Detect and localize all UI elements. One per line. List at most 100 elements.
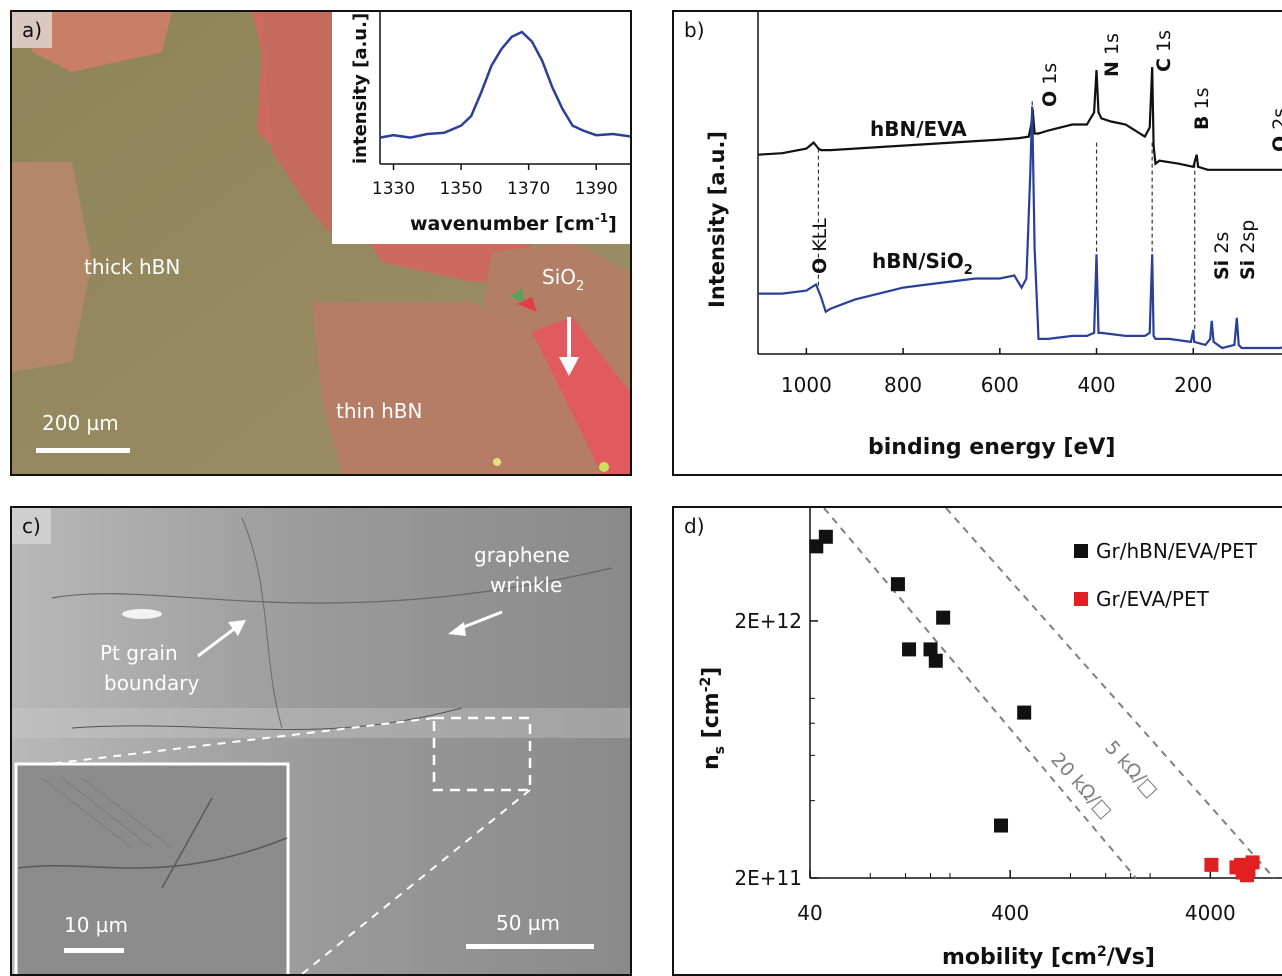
wrinkle-arrow-head (448, 622, 466, 636)
thin-hbn-label: thin hBN (336, 399, 422, 423)
mob-x-tick-label: 4000 (1185, 901, 1236, 925)
point-hbn-eva-pet (936, 610, 951, 625)
raman-spectrum-line (379, 30, 630, 139)
point-hbn-eva-pet (1017, 705, 1032, 720)
inset-x-tick-label: 1330 (372, 179, 415, 199)
point-hbn-eva-pet (902, 642, 917, 657)
inset-x-tick-label: 1350 (439, 179, 482, 199)
point-hbn-eva-pet (818, 529, 833, 544)
mob-x-tick-label: 400 (991, 901, 1029, 925)
panel-c-label: c) (12, 508, 51, 544)
inset-grain-boundary (161, 797, 213, 889)
xps-x-tick-label: 600 (981, 373, 1019, 397)
zoom-guide-line (31, 717, 435, 767)
peak-label-si2s: Si 2s (1211, 232, 1233, 280)
grain-label-line2: boundary (104, 671, 199, 695)
zoom-guide-line (301, 789, 531, 974)
mobility-chart: 40 400 4000 2E+12 2E+11 5 kΩ/□ 20 kΩ/□ Gr/hB… (698, 508, 1282, 970)
debris-spot (493, 458, 501, 466)
red-fragment (517, 297, 537, 312)
xps-y-label: Intensity [a.u.] (705, 131, 729, 308)
legend-marker-hbn (1074, 544, 1088, 558)
hbn-region-top (32, 12, 172, 72)
scalebar-main-line (466, 944, 594, 949)
peak-label-o2s: O 2s (1269, 108, 1282, 152)
hbn-region-topright (262, 12, 342, 247)
peak-label-okll: O KLL (809, 218, 831, 274)
wrinkle-label-line2: wrinkle (490, 573, 562, 597)
trace-label-hbn-sio2: hBN/SiO2 (872, 249, 973, 278)
point-hbn-eva-pet (928, 653, 943, 668)
peak-label-si2sp: Si 2sp (1237, 220, 1259, 280)
peak-label-n1s: N 1s (1101, 33, 1123, 77)
point-hbn-eva-pet (994, 818, 1009, 833)
panel-d: 40 400 4000 2E+12 2E+11 5 kΩ/□ 20 kΩ/□ Gr/hB… (672, 506, 1282, 976)
mob-y-tick-label: 2E+11 (734, 866, 802, 890)
inset-x-tick-label: 1390 (575, 179, 618, 199)
xps-x-tick-label: 200 (1174, 373, 1212, 397)
hbn-region-left (12, 162, 92, 372)
mob-x-tick-label: 40 (797, 901, 822, 925)
series-hbn-eva (757, 67, 1282, 171)
xps-x-tick-label: 1000 (781, 373, 832, 397)
thick-hbn-label: thick hBN (84, 255, 180, 279)
inset-texture (41, 777, 173, 849)
scalebar-inset-label: 10 µm (64, 913, 128, 937)
inset-y-label: intensity [a.u.] (350, 13, 371, 164)
guide-5k-label: 5 kΩ/□ (1100, 737, 1162, 802)
pt-grain-feature (122, 609, 162, 619)
sem-crease (71, 707, 463, 731)
mob-y-tick-label: 2E+12 (734, 609, 802, 633)
green-fragment (510, 288, 524, 302)
xps-x-label: binding energy [eV] (868, 435, 1115, 460)
grain-boundary-arrow-head (228, 620, 246, 636)
mob-x-label: mobility [cm2/Vs] (942, 944, 1155, 970)
peak-label-c1s: C 1s (1153, 30, 1175, 72)
sem-image: graphene wrinkle Pt grain boundary 50 µm… (12, 508, 630, 974)
xps-x-tick-label: 800 (884, 373, 922, 397)
xps-x-tick-label: 400 (1077, 373, 1115, 397)
inset-grain-boundary (17, 837, 288, 869)
point-eva-pet (1204, 857, 1219, 872)
raman-inset: 1330 1350 1370 1390 intensity [a.u.] wavenu… (332, 12, 630, 244)
trace-label-hbn-eva: hBN/EVA (870, 117, 967, 141)
legend-marker-eva (1074, 592, 1088, 606)
point-hbn-eva-pet (890, 577, 905, 592)
legend-label-eva: Gr/EVA/PET (1096, 587, 1210, 611)
scalebar-label: 200 µm (42, 411, 119, 435)
panel-a-label: a) (12, 12, 53, 48)
panel-b-label: b) (684, 18, 705, 42)
mob-y-label: ns [cm-2] (698, 667, 728, 770)
sem-crease (241, 517, 283, 729)
peak-label-o1s: O 1s (1039, 63, 1061, 107)
point-hbn-eva-pet (923, 642, 938, 657)
panel-c: graphene wrinkle Pt grain boundary 50 µm… (10, 506, 632, 976)
scalebar-inset-line (64, 948, 124, 953)
grain-label-line1: Pt grain (100, 641, 178, 665)
legend-label-hbn: Gr/hBN/EVA/PET (1096, 539, 1258, 563)
scalebar-main-label: 50 µm (496, 911, 560, 935)
sio2-arrow-head (559, 357, 579, 376)
series-hbn-sio2 (758, 106, 1282, 350)
panel-d-label: d) (684, 514, 705, 538)
peak-label-b1s: B 1s (1191, 87, 1213, 130)
sem-inset: 10 µm (14, 762, 290, 974)
xps-chart: 1000 800 600 400 200 Intensity [a.u.] bindin… (705, 12, 1282, 460)
grain-boundary-arrow (197, 624, 239, 658)
debris-spot (599, 462, 609, 472)
scalebar-line (36, 448, 130, 453)
guide-20k-label: 20 kΩ/□ (1046, 749, 1116, 823)
point-eva-pet (1241, 862, 1256, 877)
inset-x-tick-label: 1370 (507, 179, 550, 199)
sem-crease (51, 567, 613, 604)
wrinkle-label-line1: graphene (474, 543, 570, 567)
guide-20k-line (823, 508, 1137, 879)
sem-band (12, 708, 630, 738)
sio2-label: SiO2 (542, 265, 584, 294)
inset-x-label: wavenumber [cm-1] (410, 211, 617, 235)
sio2-stripe (532, 317, 630, 474)
panel-a: 200 µm thick hBN thin hBN SiO2 a) 1330 13… (10, 10, 632, 476)
panel-b: 1000 800 600 400 200 Intensity [a.u.] bindin… (672, 10, 1282, 476)
sem-inset-frame (14, 762, 290, 974)
guide-5k-line (945, 508, 1275, 879)
